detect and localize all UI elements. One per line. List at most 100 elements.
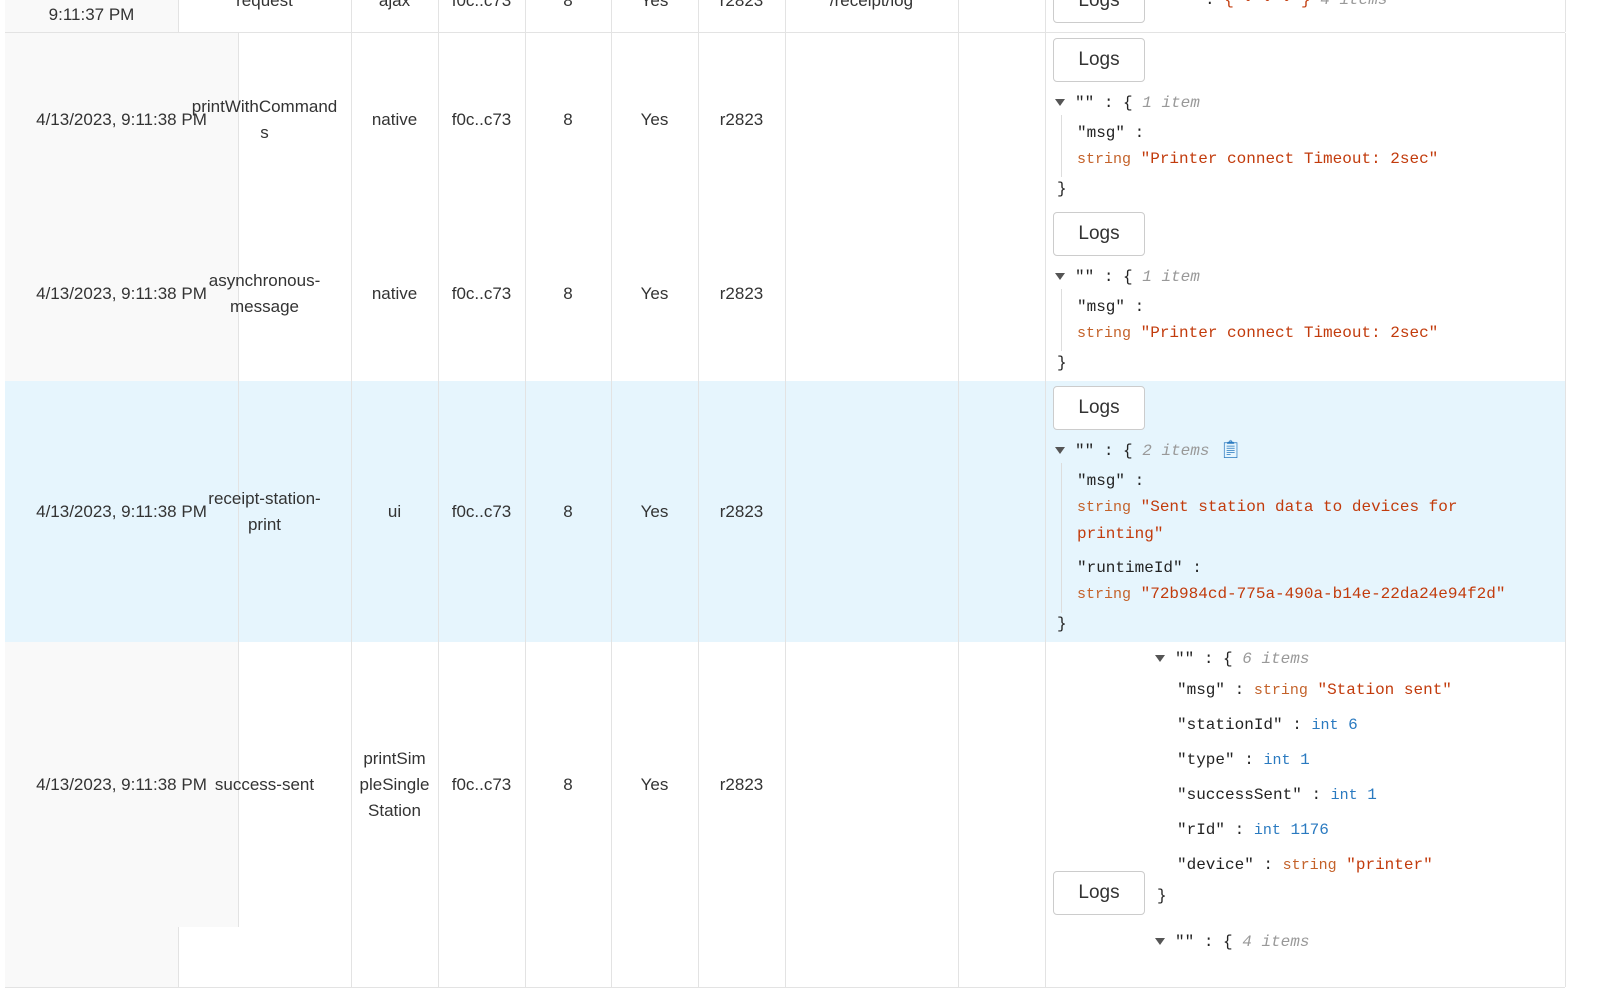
date-cell: 4/13/2023, 9:11:38 PM bbox=[5, 207, 239, 381]
type-label: string bbox=[1077, 586, 1132, 603]
empty-cell bbox=[958, 0, 1046, 32]
json-value: 1 bbox=[1367, 786, 1377, 804]
type-label: int bbox=[1253, 822, 1281, 839]
details-cell: "" : { 4 items bbox=[1045, 927, 1566, 987]
logs-button[interactable]: Logs bbox=[1053, 0, 1145, 23]
collapse-triangle-icon[interactable] bbox=[1055, 447, 1065, 455]
json-value: "Station sent" bbox=[1317, 681, 1452, 699]
json-key: "type" bbox=[1177, 751, 1235, 769]
json-key: "msg" bbox=[1177, 681, 1226, 699]
version-cell: 8 bbox=[525, 207, 612, 381]
type-label: string bbox=[1077, 499, 1132, 516]
colon: : bbox=[1103, 268, 1114, 286]
table-row-selected[interactable]: 4/13/2023, 9:11:38 PM receipt-station-pr… bbox=[5, 381, 1566, 643]
item-count: 2 items bbox=[1142, 442, 1210, 460]
release-cell: r2823 bbox=[698, 642, 786, 927]
item-count: 1 item bbox=[1142, 94, 1200, 112]
version-cell: 8 bbox=[525, 0, 612, 32]
json-value: 1176 bbox=[1290, 821, 1329, 839]
details-cell: Logs "" : { 6 items "msg" : string "Stat… bbox=[1045, 642, 1566, 927]
details-cell: Logs "" : { 1 item "msg" : string "Print… bbox=[1045, 33, 1566, 207]
logs-button[interactable]: Logs bbox=[1053, 38, 1145, 82]
table-row[interactable]: 4/13/2023, 9:11:38 PM success-sent print… bbox=[5, 642, 1566, 928]
table-row[interactable]: 4/13/2023, 9:11:38 PM asynchronous-messa… bbox=[5, 207, 1566, 382]
root-key: "" bbox=[1175, 933, 1195, 951]
colon: : bbox=[1203, 650, 1214, 668]
colon: : bbox=[1234, 681, 1245, 699]
online-cell: Yes bbox=[611, 33, 699, 207]
json-key: "msg" bbox=[1077, 472, 1126, 490]
colon: : bbox=[1134, 298, 1145, 316]
colon: : bbox=[1263, 856, 1274, 874]
date-cell: 4/13/2023, 9:11:38 PM bbox=[5, 381, 239, 642]
collapse-triangle-icon[interactable] bbox=[1155, 938, 1165, 946]
json-value: "Sent station data to devices for printi… bbox=[1077, 498, 1458, 543]
online-cell: Yes bbox=[611, 381, 699, 642]
json-value: "72b984cd-775a-490a-b14e-22da24e94f2d" bbox=[1140, 585, 1506, 603]
brace: { bbox=[1123, 268, 1133, 286]
colon: : bbox=[1134, 124, 1145, 142]
date-cell: 4/13/2023, 9:11:38 PM bbox=[5, 642, 239, 927]
table-row[interactable]: 9:11:37 PM request ajax f0c..c73 8 Yes r… bbox=[5, 0, 1566, 33]
json-value: "Printer connect Timeout: 2sec" bbox=[1140, 324, 1439, 342]
brace: { bbox=[1223, 933, 1233, 951]
name-cell: request bbox=[178, 0, 352, 32]
json-value: 6 bbox=[1348, 716, 1358, 734]
empty-cell bbox=[958, 927, 1046, 987]
url-cell: /receipt/log bbox=[785, 0, 959, 32]
collapsed-object[interactable]: { • • • } bbox=[1224, 0, 1311, 9]
online-cell: Yes bbox=[611, 207, 699, 381]
type-label: string bbox=[1077, 325, 1132, 342]
empty-cell bbox=[958, 381, 1046, 642]
version-cell bbox=[525, 927, 612, 987]
logs-button[interactable]: Logs bbox=[1053, 871, 1145, 915]
url-cell bbox=[785, 207, 959, 381]
details-cell: Logs : { • • • } 4 items bbox=[1045, 0, 1566, 32]
colon: : bbox=[1244, 751, 1254, 769]
date-cell bbox=[5, 927, 179, 987]
item-count: 6 items bbox=[1242, 650, 1310, 668]
json-value: "printer" bbox=[1346, 856, 1433, 874]
logs-button[interactable]: Logs bbox=[1053, 212, 1145, 256]
url-cell bbox=[785, 927, 959, 987]
collapse-triangle-icon[interactable] bbox=[1055, 99, 1065, 107]
collapse-triangle-icon[interactable] bbox=[1055, 273, 1065, 281]
brace: } bbox=[1057, 615, 1067, 633]
root-key: "" bbox=[1075, 268, 1095, 286]
colon: : bbox=[1205, 0, 1215, 9]
type-cell: native bbox=[351, 33, 439, 207]
table-row[interactable]: "" : { 4 items bbox=[5, 927, 1566, 988]
online-cell bbox=[611, 927, 699, 987]
type-cell: ajax bbox=[351, 0, 439, 32]
date-cell: 9:11:37 PM bbox=[5, 0, 179, 32]
logs-button[interactable]: Logs bbox=[1053, 386, 1145, 430]
json-key: "rId" bbox=[1177, 821, 1226, 839]
brace: } bbox=[1057, 180, 1067, 198]
table-row[interactable]: 4/13/2023, 9:11:38 PM printWithCommands … bbox=[5, 33, 1566, 208]
name-cell: success-sent bbox=[178, 642, 352, 927]
item-count: 4 items bbox=[1242, 933, 1310, 951]
item-count: 1 item bbox=[1142, 268, 1200, 286]
name-text: asynchronous-message bbox=[208, 271, 321, 316]
type-label: string bbox=[1253, 682, 1308, 699]
colon: : bbox=[1234, 821, 1245, 839]
brace: } bbox=[1057, 354, 1067, 372]
root-key: "" bbox=[1075, 94, 1095, 112]
type-cell: printSimpleSingleStation bbox=[351, 642, 439, 927]
version-cell: 8 bbox=[525, 642, 612, 927]
release-cell: r2823 bbox=[698, 33, 786, 207]
version-cell: 8 bbox=[525, 381, 612, 642]
collapse-triangle-icon[interactable] bbox=[1155, 655, 1165, 663]
type-label: string bbox=[1282, 857, 1337, 874]
type-cell: ui bbox=[351, 381, 439, 642]
session-cell: f0c..c73 bbox=[438, 381, 526, 642]
session-cell: f0c..c73 bbox=[438, 642, 526, 927]
type-label: int bbox=[1263, 752, 1291, 769]
copy-clipboard-icon[interactable]: 📋︎ bbox=[1219, 441, 1242, 461]
brace: { bbox=[1123, 94, 1133, 112]
date-cell: 4/13/2023, 9:11:38 PM bbox=[5, 33, 239, 207]
name-cell: receipt-station-print bbox=[178, 381, 352, 642]
release-cell bbox=[698, 927, 786, 987]
colon: : bbox=[1311, 786, 1322, 804]
url-cell bbox=[785, 381, 959, 642]
